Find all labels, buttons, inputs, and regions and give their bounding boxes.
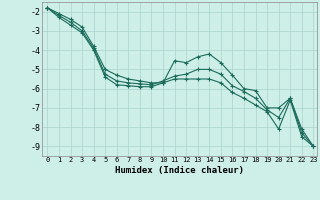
X-axis label: Humidex (Indice chaleur): Humidex (Indice chaleur) [115, 166, 244, 175]
